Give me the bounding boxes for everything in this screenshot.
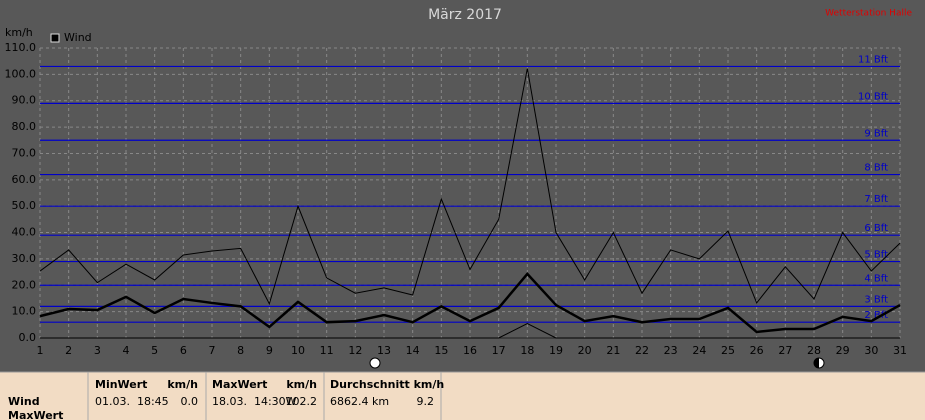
beaufort-label: 8 Bft [864, 163, 888, 174]
beaufort-label: 7 Bft [864, 194, 888, 205]
col-header: MinWert [95, 378, 147, 391]
moon-shadow [814, 358, 819, 368]
x-tick-label: 4 [123, 344, 130, 357]
x-tick-label: 19 [549, 344, 563, 357]
beaufort-label: 5 Bft [864, 250, 888, 261]
x-tick-label: 26 [750, 344, 764, 357]
x-tick-label: 10 [291, 344, 305, 357]
x-tick-label: 21 [606, 344, 620, 357]
col-header: MaxWert [212, 378, 267, 391]
cell-value: 102.2 [286, 395, 318, 408]
beaufort-label: 2 Bft [864, 310, 888, 321]
y-tick-label: 60.0 [12, 173, 37, 186]
x-tick-label: 27 [778, 344, 792, 357]
x-tick-label: 23 [664, 344, 678, 357]
cell-date: 6862.4 km [330, 395, 389, 408]
y-axis-label: km/h [5, 26, 33, 39]
x-tick-label: 7 [209, 344, 216, 357]
y-tick-label: 100.0 [5, 67, 37, 80]
x-tick-label: 15 [434, 344, 448, 357]
beaufort-label: 9 Bft [864, 128, 888, 139]
station-name: Wetterstation Halle [825, 9, 912, 19]
x-tick-label: 3 [94, 344, 101, 357]
x-tick-label: 16 [463, 344, 477, 357]
x-tick-label: 1 [37, 344, 44, 357]
x-tick-label: 30 [864, 344, 878, 357]
table-bg [0, 372, 925, 420]
x-tick-label: 8 [237, 344, 244, 357]
col-unit: km/h [286, 378, 317, 391]
cell-value: 9.2 [417, 395, 435, 408]
x-tick-label: 31 [893, 344, 907, 357]
beaufort-label: 3 Bft [864, 294, 888, 305]
chart-title: März 2017 [428, 7, 502, 23]
sun-icon [369, 357, 381, 369]
x-tick-label: 29 [836, 344, 850, 357]
y-tick-label: 40.0 [12, 226, 37, 239]
x-tick-label: 22 [635, 344, 649, 357]
y-tick-label: 80.0 [12, 120, 37, 133]
x-tick-label: 2 [65, 344, 72, 357]
icons [369, 357, 825, 369]
beaufort-label: 11 Bft [858, 54, 888, 65]
x-tick-label: 6 [180, 344, 187, 357]
y-tick-label: 30.0 [12, 252, 37, 265]
col-header: Durchschnitt km/h [330, 378, 444, 391]
beaufort-label: 10 Bft [858, 91, 888, 102]
legend-label: Wind [64, 31, 92, 44]
y-tick-label: 90.0 [12, 94, 37, 107]
y-tick-label: 0.0 [19, 331, 37, 344]
y-tick-label: 70.0 [12, 146, 37, 159]
x-tick-label: 20 [578, 344, 592, 357]
y-tick-label: 20.0 [12, 278, 37, 291]
series-line [39, 68, 901, 306]
x-tick-label: 25 [721, 344, 735, 357]
x-tick-label: 11 [320, 344, 334, 357]
x-tick-label: 13 [377, 344, 391, 357]
series-line [40, 322, 900, 339]
x-tick-label: 14 [406, 344, 420, 357]
x-tick-label: 24 [692, 344, 706, 357]
row-label: MaxWert [8, 409, 63, 420]
beaufort-label: 4 Bft [864, 273, 888, 284]
beaufort-label: 6 Bft [864, 223, 888, 234]
row-label: Wind [8, 395, 40, 408]
legend-swatch [50, 33, 60, 43]
series-line [39, 272, 901, 334]
cell-date: 18.03. 14:30W [212, 395, 297, 408]
x-tick-label: 12 [348, 344, 362, 357]
y-tick-label: 110.0 [5, 41, 37, 54]
cell-value: 0.0 [181, 395, 199, 408]
col-unit: km/h [167, 378, 198, 391]
summary-table: Wind MaxWert MinWert km/h 01.03. 18:45 0… [0, 371, 925, 420]
cell-date: 01.03. 18:45 [95, 395, 169, 408]
x-tick-label: 18 [520, 344, 534, 357]
x-tick-label: 5 [151, 344, 158, 357]
x-tick-label: 9 [266, 344, 273, 357]
y-tick-label: 10.0 [12, 305, 37, 318]
x-tick-label: 28 [807, 344, 821, 357]
y-tick-label: 50.0 [12, 199, 37, 212]
x-tick-label: 17 [492, 344, 506, 357]
